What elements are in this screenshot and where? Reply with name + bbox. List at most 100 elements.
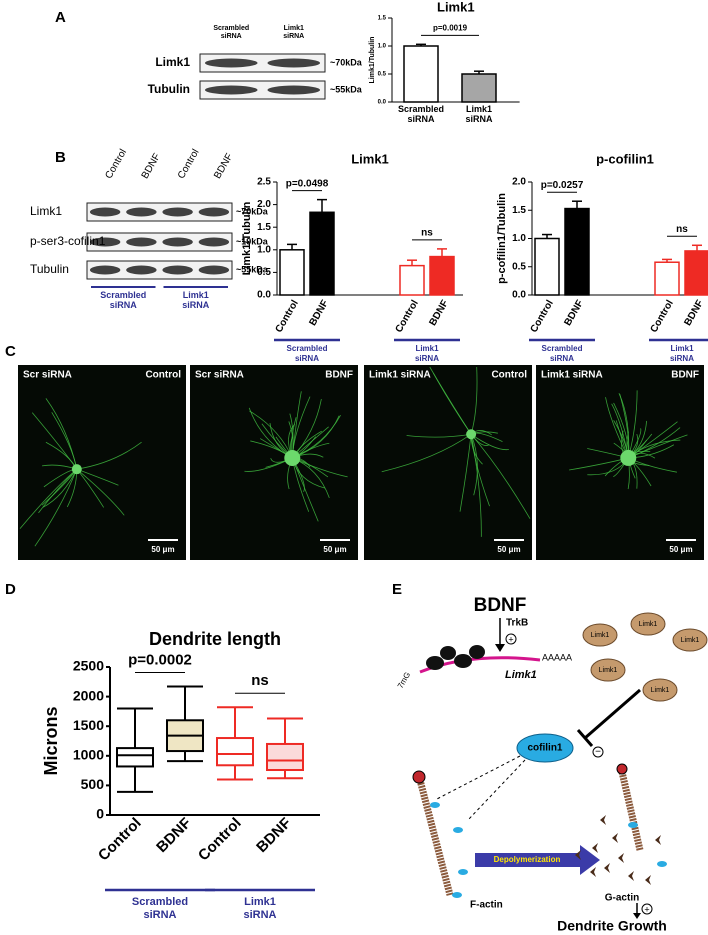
y-tick-label: 1.5 — [378, 16, 387, 22]
blot-size: ~19kDa — [236, 236, 269, 246]
monomer — [645, 875, 651, 885]
cofilin — [516, 733, 574, 763]
y-tick-label: 0.5 — [378, 72, 387, 78]
inhibition-line — [584, 688, 641, 740]
x-tick-label: BDNF — [253, 815, 294, 856]
micrograph-treatment: BDNF — [325, 370, 353, 381]
group-label: Limk1 siRNA — [670, 344, 694, 363]
neurite — [76, 468, 125, 516]
sign-circle — [641, 903, 653, 915]
poly-a: AAAAA — [542, 652, 572, 662]
lane-label: Scrambled siRNA — [213, 25, 249, 40]
x-tick-label: BDNF — [307, 298, 330, 328]
kinase — [630, 612, 666, 636]
chart-title: Limk1 — [437, 0, 475, 14]
neurite — [76, 441, 142, 470]
y-tick-label: 500 — [81, 776, 105, 792]
sign: + — [644, 904, 649, 914]
x-tick-label: Control — [274, 298, 301, 334]
blot-row-label: p-ser3-cofilin1 — [30, 234, 106, 248]
neurite — [470, 434, 482, 537]
y-tick-label: 1000 — [73, 747, 104, 763]
blot-band — [126, 265, 157, 275]
y-tick-label: 0.0 — [512, 290, 526, 301]
box — [216, 737, 254, 767]
soma — [284, 450, 301, 467]
cap-dot — [616, 763, 628, 775]
filament: F-actin — [470, 900, 503, 911]
y-tick-label: 2.0 — [257, 199, 271, 210]
bar — [279, 249, 305, 296]
bar — [399, 264, 425, 296]
blot-band — [198, 237, 230, 247]
neurite — [381, 433, 472, 473]
monomer — [604, 863, 610, 873]
chart-title: Limk1 — [351, 151, 389, 166]
micrograph — [190, 365, 358, 560]
panel-label: D — [5, 581, 16, 598]
significance-label: ns — [421, 228, 433, 239]
monomer — [618, 853, 624, 863]
blot-row-label: Tubulin — [148, 82, 190, 96]
group-label: Limk1 siRNA — [182, 290, 210, 310]
group-label: Limk1 siRNA — [415, 344, 439, 363]
box — [266, 742, 304, 772]
kinase — [672, 628, 708, 652]
blot-band — [89, 265, 121, 275]
micrograph — [18, 365, 186, 560]
monomer — [575, 850, 581, 860]
kinase-label: Limk1 — [681, 637, 700, 644]
kinase-label: Limk1 — [651, 687, 670, 694]
scale-label: 50 μm — [151, 545, 174, 554]
blot-strip — [86, 232, 233, 252]
y-tick-label: 1.0 — [378, 44, 387, 50]
chart-title: p-cofilin1 — [596, 151, 654, 166]
blot-band — [267, 85, 320, 95]
lane-label: Control — [176, 147, 202, 180]
neurite — [19, 468, 78, 529]
scale-label: 50 μm — [323, 545, 346, 554]
y-tick-label: 2500 — [73, 658, 104, 674]
y-tick-label: 1.0 — [512, 233, 526, 244]
x-tick-label: Control — [529, 298, 556, 334]
micrograph-treatment: BDNF — [671, 370, 699, 381]
scale-label: 50 μm — [497, 545, 520, 554]
x-tick-label: Control — [649, 298, 676, 334]
target: cofilin1 — [527, 743, 562, 754]
process: Depolymerization — [494, 855, 561, 864]
monomer: G-actin — [605, 893, 639, 904]
blot-band — [198, 207, 230, 217]
micrograph-treatment: Control — [491, 370, 527, 381]
y-tick-label: 1.5 — [512, 205, 526, 216]
kinase-label: Limk1 — [591, 632, 610, 639]
ribosome — [440, 646, 456, 660]
panel-label: B — [55, 149, 66, 166]
significance-label: p=0.0257 — [541, 180, 584, 191]
group-label: Scrambled siRNA — [287, 344, 328, 363]
neurite — [433, 373, 472, 435]
cofilin-dot — [628, 822, 638, 828]
blot-strip — [86, 260, 233, 280]
blot-band — [162, 207, 193, 217]
monomer — [590, 867, 596, 877]
bar — [684, 250, 708, 296]
monomer — [592, 843, 598, 853]
soma — [466, 429, 477, 440]
monomer — [612, 833, 618, 843]
blot-row-label: Limk1 — [155, 55, 190, 69]
dashed-link — [467, 759, 526, 821]
panel-label: E — [392, 581, 402, 598]
micrograph-condition: Limk1 siRNA — [541, 370, 603, 381]
soma — [71, 464, 82, 475]
bar — [461, 73, 497, 103]
cofilin-dot — [458, 869, 468, 875]
ribosome — [426, 656, 444, 670]
blot-row-label: Limk1 — [30, 204, 62, 218]
receptor: TrkB — [506, 618, 528, 629]
lane-label: BDNF — [140, 152, 163, 181]
blot-band — [162, 237, 193, 247]
blot-band — [126, 237, 157, 247]
kinase-label: Limk1 — [599, 667, 618, 674]
micrograph-treatment: Control — [145, 370, 181, 381]
cap-dot — [412, 770, 426, 784]
